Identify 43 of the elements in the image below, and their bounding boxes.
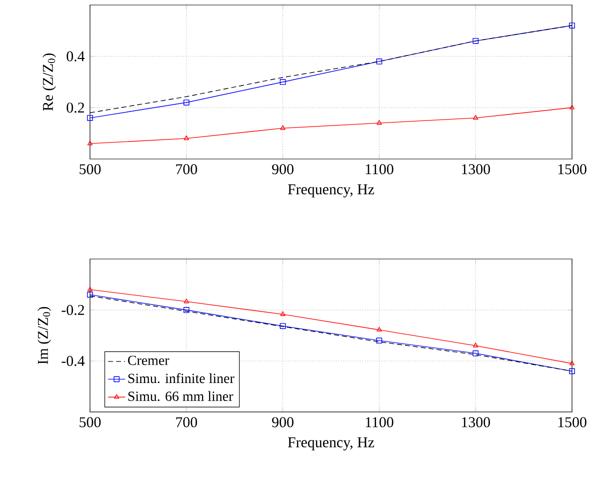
- point: [472, 350, 479, 356]
- x-tick-label: 700: [176, 164, 198, 174]
- x-axis-title: Frequency, Hz: [288, 437, 374, 450]
- point: [280, 125, 286, 130]
- point: [569, 368, 575, 374]
- point: [569, 22, 575, 28]
- point: [376, 120, 382, 125]
- point: [473, 114, 478, 120]
- x-tick-label: 1500: [558, 417, 586, 428]
- legend-label: Cremer: [128, 356, 170, 366]
- point: [280, 79, 286, 85]
- x-tick-label: 500: [80, 417, 101, 428]
- x-tick-label: 900: [272, 164, 294, 174]
- x-tick-label: 1100: [366, 417, 394, 428]
- y-tick-label: -0.2: [62, 304, 84, 316]
- y-axis-title: Re (Z/Z$_{0}$): [42, 53, 56, 111]
- x-tick-label: 1100: [366, 164, 394, 174]
- point: [473, 342, 478, 348]
- point: [184, 136, 189, 140]
- x-tick-label: 700: [176, 417, 198, 428]
- x-tick-label: 1300: [462, 417, 490, 428]
- x-tick-label: 1500: [558, 164, 586, 174]
- x-tick-label: 1300: [462, 164, 490, 174]
- y-tick-label: 0.4: [66, 51, 85, 62]
- point: [87, 292, 93, 298]
- x-axis-title: Frequency, Hz: [288, 184, 374, 198]
- x-tick-label: 500: [80, 164, 101, 174]
- point: [280, 311, 286, 316]
- x-tick-label: 900: [272, 417, 294, 428]
- point: [87, 114, 93, 121]
- y-tick-label: -0.4: [62, 356, 85, 366]
- point: [376, 326, 382, 332]
- y-axis-title: Im (Z/Z$_{0}$): [37, 306, 52, 364]
- point: [183, 100, 190, 106]
- point: [376, 58, 382, 64]
- point: [280, 323, 286, 329]
- point: [184, 298, 189, 304]
- y-tick-label: 0.2: [66, 102, 84, 113]
- legend-label: Simu. infinite liner: [128, 373, 234, 384]
- point: [472, 38, 479, 44]
- point: [376, 338, 382, 344]
- point: [183, 307, 190, 313]
- legend-label: Simu. 66 mm liner: [128, 391, 234, 402]
